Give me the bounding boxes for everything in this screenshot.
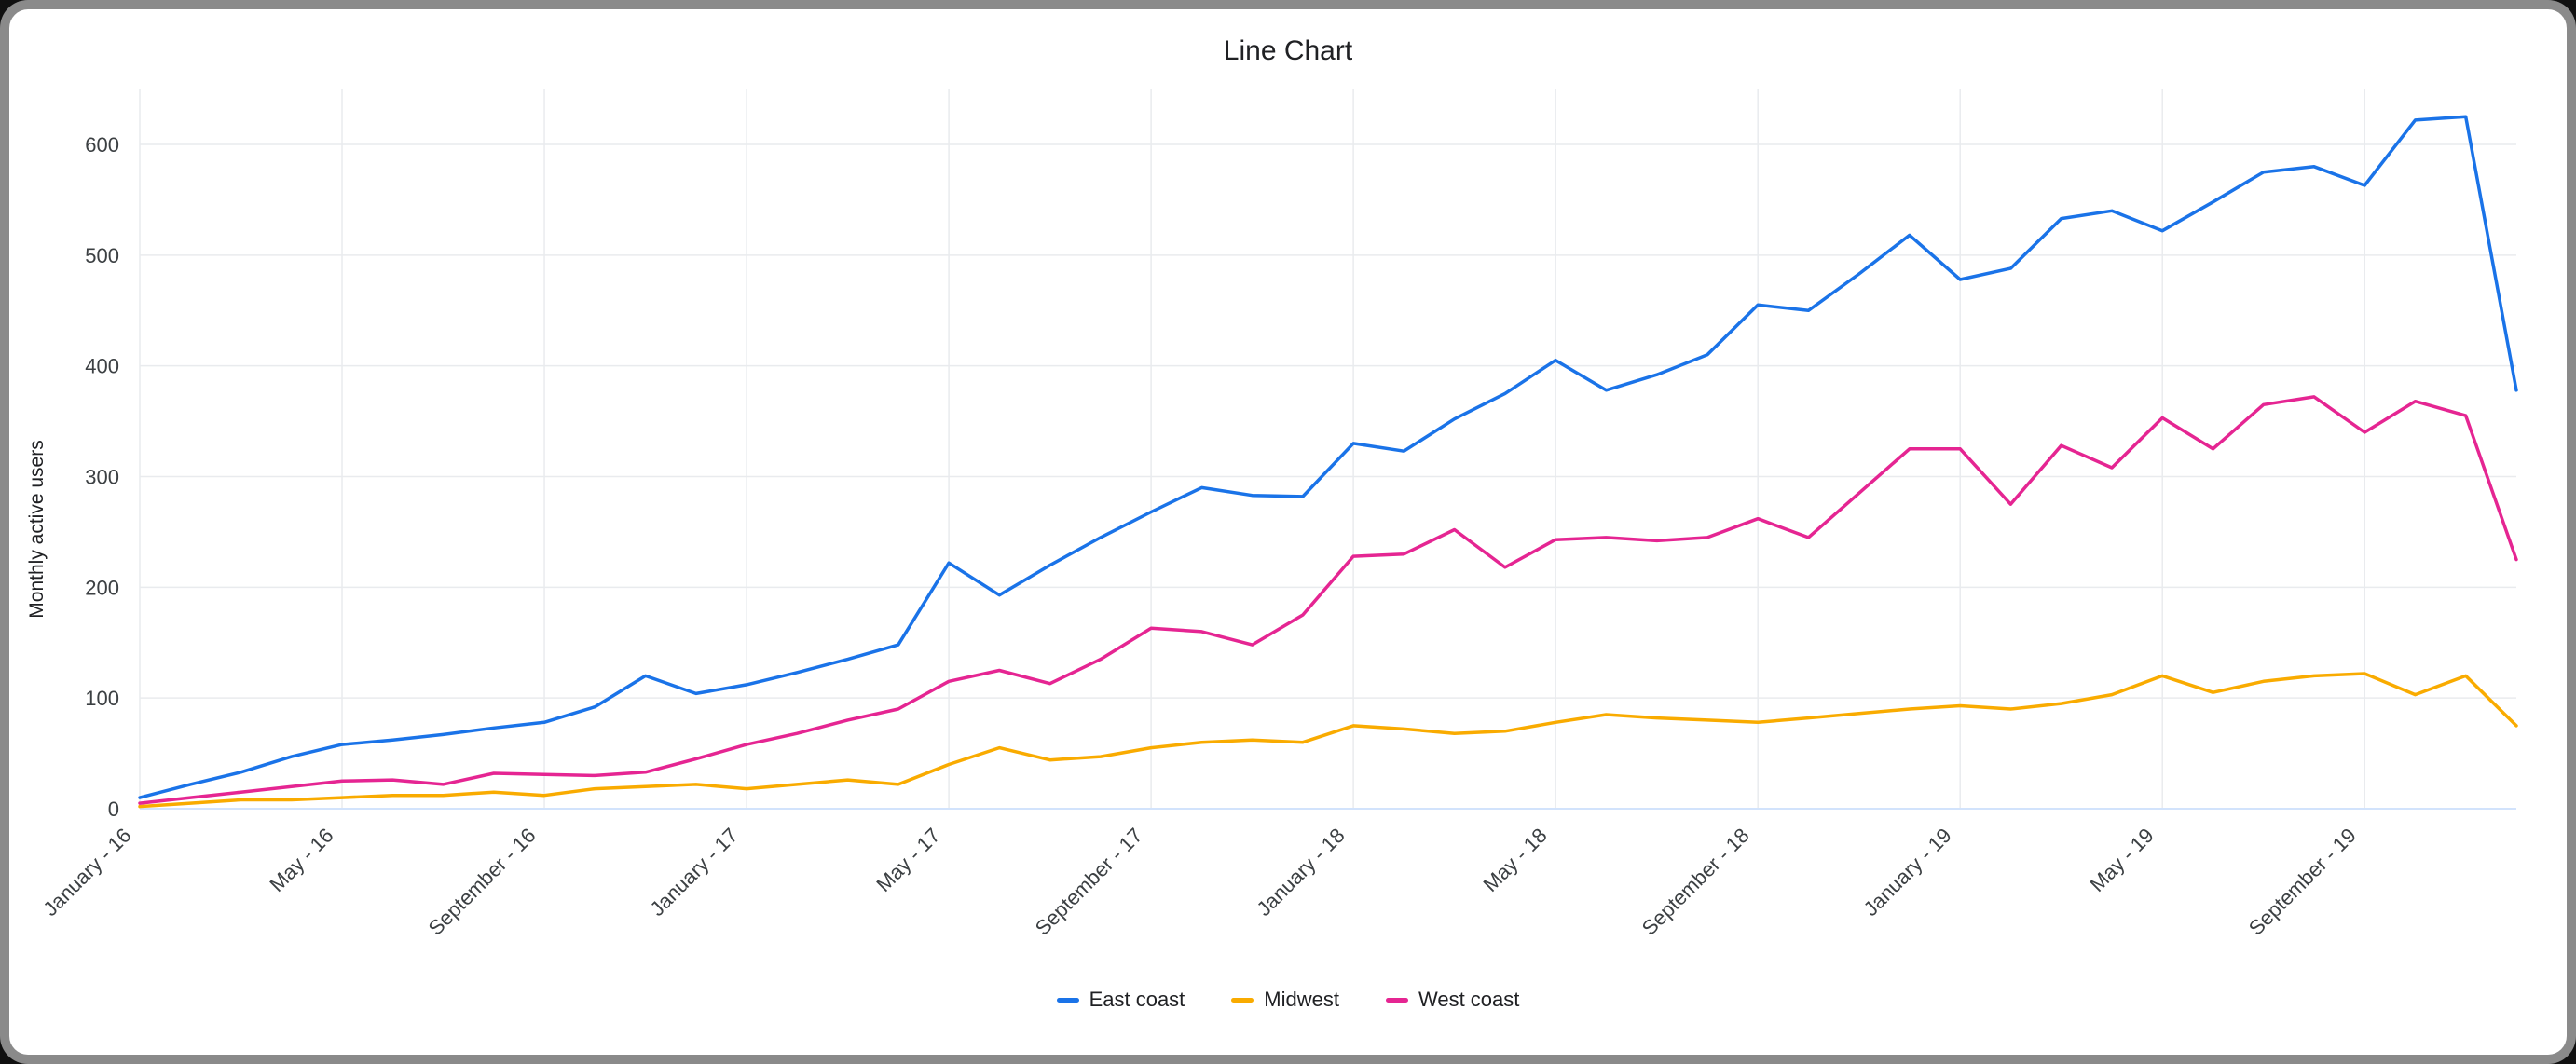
series-line-midwest <box>138 672 2518 809</box>
x-tick-label: May - 18 <box>1478 824 1551 896</box>
series-line-east-coast <box>138 115 2518 799</box>
legend-item-midwest[interactable]: Midwest <box>1231 988 1339 1012</box>
x-tick-label: May - 16 <box>265 824 337 896</box>
x-tick-label: January - 19 <box>1859 824 1956 921</box>
x-tick-label: January - 17 <box>645 824 742 921</box>
legend-label-midwest: Midwest <box>1264 988 1339 1011</box>
legend-item-east-coast[interactable]: East coast <box>1056 988 1185 1012</box>
x-tick-label: January - 16 <box>38 824 135 921</box>
y-tick-label: 500 <box>85 244 119 267</box>
legend-label-west-coast: West coast <box>1418 988 1520 1011</box>
x-tick-label: January - 18 <box>1253 824 1350 921</box>
east-coast-swatch <box>1056 997 1079 1003</box>
x-tick-label: September - 17 <box>1031 824 1147 940</box>
line-chart-svg: 0 100 200 300 400 500 600 January - 16 May - 16 S… <box>38 89 2518 940</box>
y-tick-label: 0 <box>108 798 119 821</box>
west-coast-swatch <box>1385 997 1408 1003</box>
legend-label-east-coast: East coast <box>1089 988 1185 1011</box>
x-tick-label: September - 16 <box>424 824 541 940</box>
series-line-west-coast <box>138 395 2518 805</box>
y-tick-label: 200 <box>85 576 119 599</box>
chart-card: Line Chart Monthly active users 0 100 200 3… <box>9 9 2567 1055</box>
legend-item-west-coast[interactable]: West coast <box>1385 988 1520 1012</box>
x-tick-label: May - 19 <box>2086 824 2158 896</box>
y-tick-label: 400 <box>85 355 119 378</box>
chart-legend: East coast Midwest West coast <box>9 988 2567 1012</box>
chart-title: Line Chart <box>1223 35 1353 66</box>
x-tick-label: May - 17 <box>871 824 944 896</box>
y-tick-label: 600 <box>85 133 119 157</box>
x-tick-label: September - 18 <box>1637 824 1754 940</box>
midwest-swatch <box>1231 997 1254 1003</box>
y-tick-label: 100 <box>85 687 119 710</box>
y-tick-label: 300 <box>85 466 119 489</box>
x-tick-label: September - 19 <box>2244 824 2361 940</box>
